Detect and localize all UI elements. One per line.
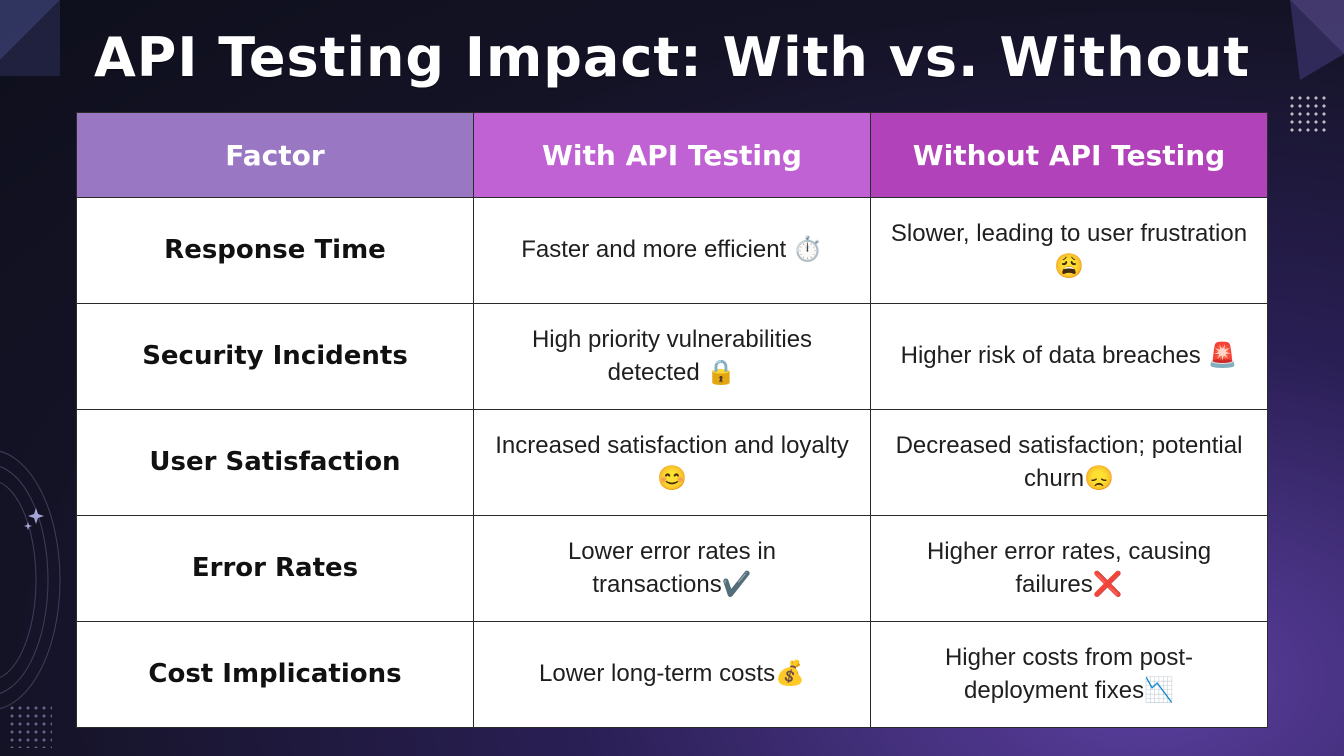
with-cell: Faster and more efficient ⏱️: [473, 197, 871, 304]
header-without-api-testing: Without API Testing: [870, 112, 1268, 198]
without-text: Slower, leading to user frustration: [890, 220, 1248, 248]
with-text: Increased satisfaction and loyalty: [495, 432, 849, 460]
factor-cell: User Satisfaction: [76, 409, 474, 516]
without-text: Higher risk of data breaches: [900, 342, 1201, 370]
comparison-table: Factor With API Testing Without API Test…: [76, 112, 1268, 728]
without-cell: Slower, leading to user frustration 😩: [870, 197, 1268, 304]
table-row: User Satisfaction Increased satisfaction…: [76, 409, 1268, 516]
header-factor: Factor: [76, 112, 474, 198]
with-cell: Lower error rates in transactions✔️: [473, 515, 871, 622]
without-text: Decreased satisfaction; potential churn: [895, 432, 1243, 492]
with-text: High priority vulnerabilities detected: [531, 326, 813, 386]
dot-grid-decoration: [1288, 94, 1328, 134]
factor-cell: Security Incidents: [76, 303, 474, 410]
without-text: Higher costs from post-deployment fixes: [944, 644, 1194, 704]
table-row: Cost Implications Lower long-term costs💰…: [76, 621, 1268, 728]
table-row: Security Incidents High priority vulnera…: [76, 303, 1268, 410]
table-row: Error Rates Lower error rates in transac…: [76, 515, 1268, 622]
with-text: Faster and more efficient: [521, 236, 787, 264]
without-text: Higher error rates, causing failures: [926, 538, 1212, 598]
with-text: Lower error rates in transactions: [567, 538, 777, 598]
cross-mark-icon: ❌: [1092, 570, 1123, 598]
check-mark-icon: ✔️: [721, 570, 752, 598]
weary-face-icon: 😩: [1054, 252, 1084, 280]
disappointed-face-icon: 😞: [1084, 464, 1114, 492]
without-cell: Higher risk of data breaches 🚨: [870, 303, 1268, 410]
smiling-face-icon: 😊: [657, 464, 687, 492]
without-cell: Higher error rates, causing failures❌: [870, 515, 1268, 622]
factor-cell: Error Rates: [76, 515, 474, 622]
with-text: Lower long-term costs: [539, 660, 776, 688]
factor-cell: Cost Implications: [76, 621, 474, 728]
header-with-api-testing: With API Testing: [473, 112, 871, 198]
page-title: API Testing Impact: With vs. Without: [93, 26, 1251, 89]
factor-cell: Response Time: [76, 197, 474, 304]
siren-icon: 🚨: [1207, 342, 1238, 370]
lock-icon: 🔒: [706, 358, 737, 386]
money-bag-icon: 💰: [775, 660, 805, 688]
dot-grid-decoration-bottom: [8, 704, 52, 748]
without-cell: Decreased satisfaction; potential churn😞: [870, 409, 1268, 516]
stopwatch-icon: ⏱️: [792, 236, 823, 264]
chart-decreasing-icon: 📉: [1144, 676, 1174, 704]
table-header-row: Factor With API Testing Without API Test…: [76, 112, 1268, 198]
with-cell: Increased satisfaction and loyalty 😊: [473, 409, 871, 516]
table-row: Response Time Faster and more efficient …: [76, 197, 1268, 304]
without-cell: Higher costs from post-deployment fixes📉: [870, 621, 1268, 728]
with-cell: High priority vulnerabilities detected 🔒: [473, 303, 871, 410]
with-cell: Lower long-term costs💰: [473, 621, 871, 728]
